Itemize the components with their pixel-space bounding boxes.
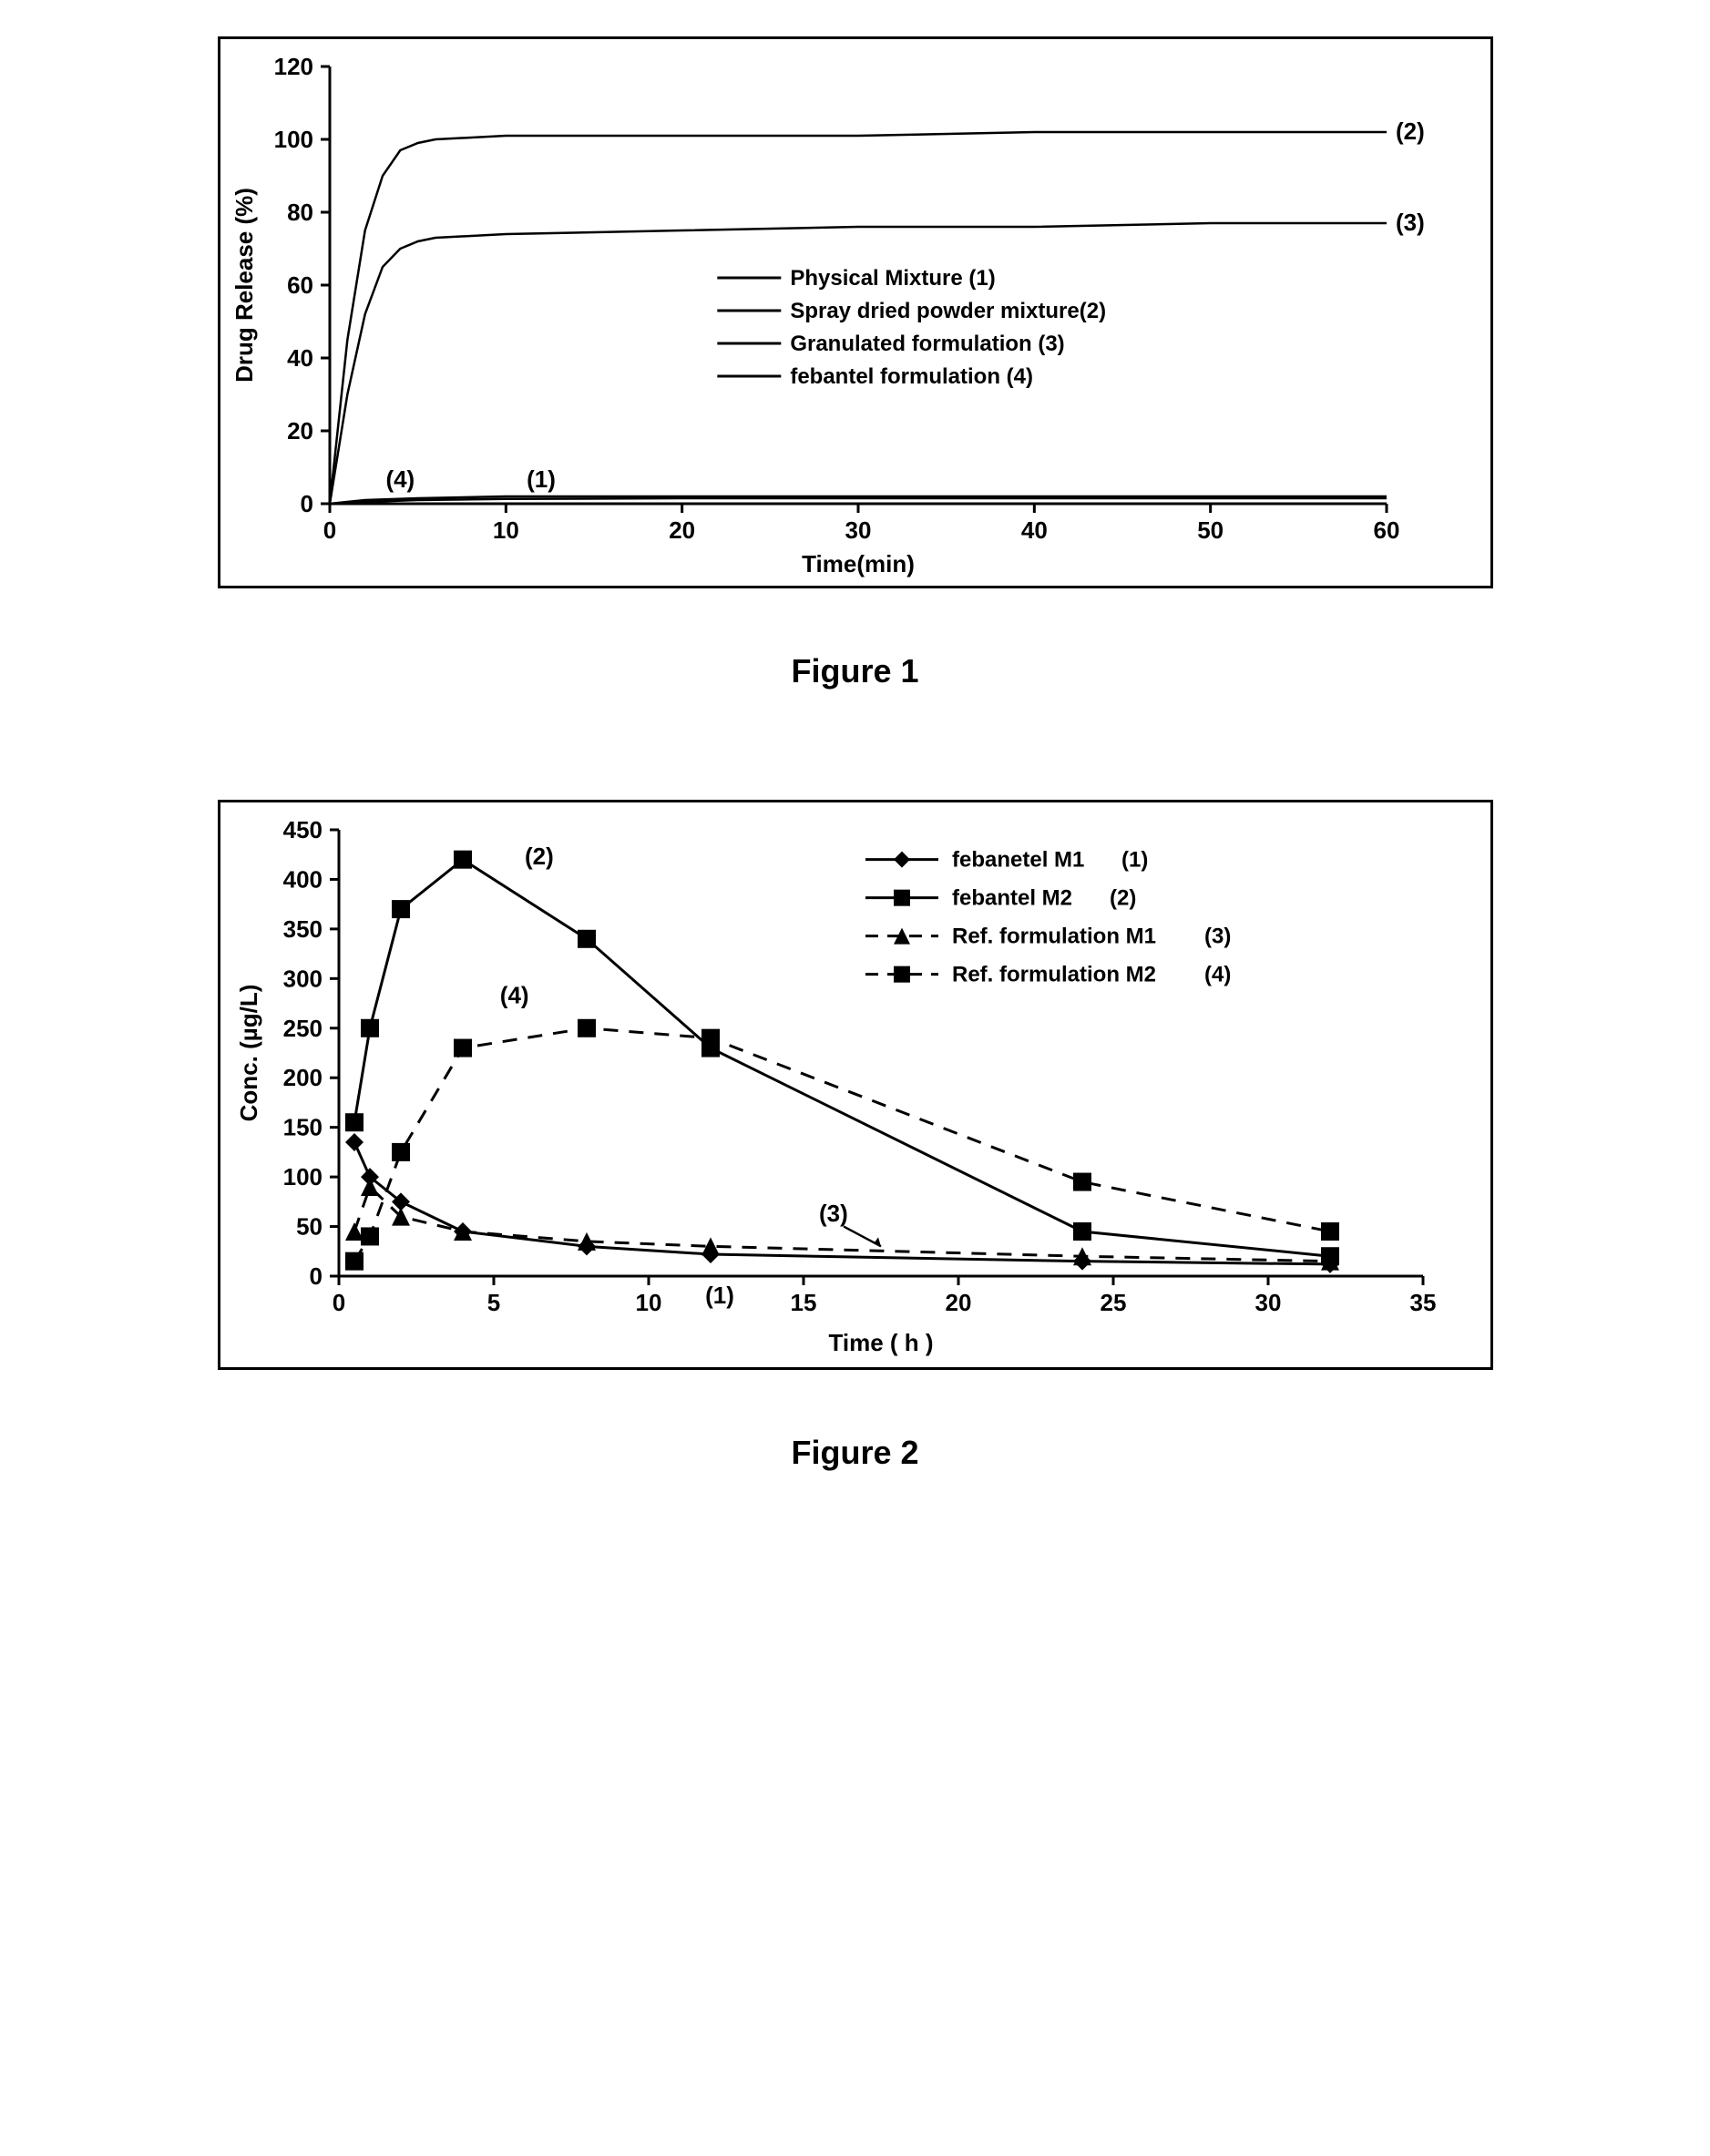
svg-text:Drug Release (%): Drug Release (%) [230, 188, 258, 383]
svg-text:450: 450 [282, 816, 322, 843]
svg-text:100: 100 [273, 126, 312, 153]
svg-text:Time(min): Time(min) [802, 550, 915, 577]
svg-text:Ref. formulation M1: Ref. formulation M1 [952, 925, 1156, 949]
svg-text:Ref. formulation M2: Ref. formulation M2 [952, 963, 1156, 987]
svg-text:40: 40 [287, 344, 313, 372]
svg-text:0: 0 [332, 1289, 344, 1316]
svg-text:30: 30 [1254, 1289, 1281, 1316]
svg-text:150: 150 [282, 1114, 322, 1141]
figure-1-caption: Figure 1 [218, 652, 1493, 690]
svg-text:50: 50 [296, 1213, 323, 1241]
svg-text:15: 15 [790, 1289, 816, 1316]
figure-1-plot: 0 20 40 60 80 100 120 0 10 20 30 40 50 60 Time(min) Dru… [220, 39, 1459, 586]
svg-text:120: 120 [273, 53, 312, 80]
svg-text:20: 20 [945, 1289, 971, 1316]
svg-text:febanetel M1: febanetel M1 [952, 848, 1084, 873]
svg-text:Time ( h ): Time ( h ) [828, 1329, 933, 1356]
svg-text:(2): (2) [525, 843, 554, 870]
svg-text:200: 200 [282, 1064, 322, 1091]
svg-text:50: 50 [1197, 516, 1224, 544]
figure-1-frame: 0 20 40 60 80 100 120 0 10 20 30 40 50 60 Time(min) Dru… [218, 36, 1493, 588]
svg-text:(3): (3) [1204, 925, 1231, 949]
svg-text:20: 20 [669, 516, 695, 544]
svg-text:35: 35 [1409, 1289, 1436, 1316]
svg-text:250: 250 [282, 1015, 322, 1042]
svg-text:10: 10 [635, 1289, 661, 1316]
svg-text:Spray dried powder mixture(2): Spray dried powder mixture(2) [790, 299, 1106, 323]
svg-text:Granulated formulation (3): Granulated formulation (3) [790, 332, 1064, 356]
svg-text:25: 25 [1100, 1289, 1126, 1316]
figure-2-frame: 0 50 100 150 200 250 300 350 400 450 0 5 10 15 20 25 30 3… [218, 800, 1493, 1370]
svg-text:400: 400 [282, 865, 322, 893]
figure-2-caption: Figure 2 [218, 1434, 1493, 1472]
svg-text:100: 100 [282, 1163, 322, 1190]
svg-text:(4): (4) [499, 982, 528, 1009]
svg-text:20: 20 [287, 417, 313, 444]
svg-text:5: 5 [486, 1289, 499, 1316]
svg-text:(4): (4) [385, 465, 415, 493]
svg-text:0: 0 [309, 1262, 322, 1290]
figure-2-plot: 0 50 100 150 200 250 300 350 400 450 0 5 10 15 20 25 30 3… [220, 802, 1459, 1367]
svg-text:(3): (3) [819, 1200, 848, 1227]
svg-text:Conc. (µg/L): Conc. (µg/L) [235, 985, 262, 1122]
svg-text:febantel M2: febantel M2 [952, 886, 1072, 911]
svg-text:(1): (1) [705, 1282, 734, 1309]
svg-text:60: 60 [287, 271, 313, 299]
svg-text:(1): (1) [1121, 848, 1148, 873]
svg-text:10: 10 [492, 516, 518, 544]
svg-text:30: 30 [845, 516, 871, 544]
svg-text:300: 300 [282, 965, 322, 992]
svg-text:febantel formulation (4): febantel formulation (4) [790, 364, 1033, 389]
svg-text:(2): (2) [1396, 118, 1425, 145]
figure-2: 0 50 100 150 200 250 300 350 400 450 0 5 10 15 20 25 30 3… [218, 800, 1493, 1472]
svg-text:350: 350 [282, 915, 322, 943]
svg-text:(4): (4) [1204, 963, 1231, 987]
figure-1: 0 20 40 60 80 100 120 0 10 20 30 40 50 60 Time(min) Dru… [218, 36, 1493, 690]
svg-text:0: 0 [323, 516, 335, 544]
svg-text:60: 60 [1373, 516, 1399, 544]
svg-text:(1): (1) [527, 465, 556, 493]
svg-text:(3): (3) [1396, 209, 1425, 236]
svg-text:Physical Mixture (1): Physical Mixture (1) [790, 266, 995, 291]
svg-text:0: 0 [300, 490, 312, 517]
svg-text:80: 80 [287, 199, 313, 226]
svg-text:40: 40 [1020, 516, 1047, 544]
svg-text:(2): (2) [1110, 886, 1136, 911]
